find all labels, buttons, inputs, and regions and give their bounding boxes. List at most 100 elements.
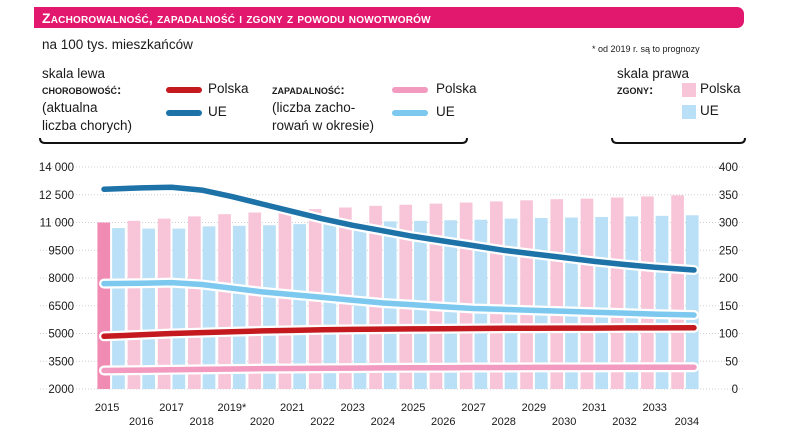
chorobowosc-ue-swatch bbox=[166, 110, 202, 116]
bar-zgony-polska bbox=[218, 214, 231, 389]
chorobowosc-legend-title: chorobowość: bbox=[42, 82, 122, 97]
bar-zgony-polska bbox=[610, 197, 624, 389]
x-tick-label: 2034 bbox=[675, 416, 699, 428]
title-bar bbox=[34, 7, 744, 28]
chorobowosc-polska-label: Polska bbox=[208, 81, 249, 96]
y-left-tick-label: 12 500 bbox=[39, 190, 74, 202]
right-scale-label: skala prawa bbox=[617, 66, 690, 81]
x-tick-label: 2026 bbox=[431, 416, 455, 428]
chorobowosc-legend-desc-1: (aktualna bbox=[42, 100, 98, 115]
forecast-note: * od 2019 r. są to prognozy bbox=[592, 44, 700, 54]
y-right-tick-label: 200 bbox=[719, 273, 738, 285]
x-tick-label: 2032 bbox=[612, 416, 636, 428]
x-tick-label: 2030 bbox=[552, 416, 576, 428]
bar-zgony-ue bbox=[293, 224, 306, 389]
bar-zgony-ue bbox=[655, 215, 669, 389]
x-tick-label: 2025 bbox=[401, 402, 425, 414]
bar-zgony-polska bbox=[278, 210, 292, 389]
bar-zgony-ue bbox=[142, 228, 155, 389]
y-left-tick-label: 9500 bbox=[48, 245, 74, 257]
bar-zgony-ue bbox=[323, 223, 337, 389]
bar-zgony-ue bbox=[202, 226, 216, 389]
x-tick-label: 2020 bbox=[250, 416, 274, 428]
y-right-tick-label: 0 bbox=[732, 384, 738, 396]
zapadalnosc-legend-desc-1: (liczba zacho- bbox=[272, 100, 356, 115]
bar-zgony-polska bbox=[127, 220, 141, 389]
x-tick-label: 2033 bbox=[642, 402, 666, 414]
bar-zgony-polska bbox=[671, 195, 684, 389]
line-series bbox=[99, 182, 699, 376]
y-right-tick-label: 350 bbox=[719, 190, 738, 202]
y-right-tick-label: 50 bbox=[725, 356, 738, 368]
zgony-legend-title: zgony: bbox=[617, 82, 654, 97]
x-tick-label: 2016 bbox=[129, 416, 153, 428]
bar-zgony-polska bbox=[399, 204, 413, 389]
bar-series bbox=[97, 195, 699, 389]
zgony-polska-label: Polska bbox=[700, 81, 741, 96]
y-right-tick-label: 300 bbox=[719, 218, 738, 230]
x-tick-label: 2019* bbox=[218, 402, 247, 414]
bar-zgony-ue bbox=[504, 218, 518, 389]
bar-zgony-polska bbox=[157, 218, 171, 389]
y-right-tick-label: 100 bbox=[719, 329, 738, 341]
left-scale-label: skala lewa bbox=[42, 66, 106, 81]
bar-zgony-polska bbox=[429, 203, 443, 389]
bar-zgony-ue bbox=[263, 225, 276, 389]
y-left-tick-label: 2000 bbox=[48, 384, 74, 396]
bar-zgony-polska bbox=[459, 202, 473, 389]
x-tick-label: 2028 bbox=[491, 416, 515, 428]
line-chorobowosc-polska bbox=[101, 325, 697, 340]
zapadalnosc-polska-label: Polska bbox=[436, 81, 477, 96]
bar-zgony-polska bbox=[490, 201, 503, 389]
zgony-ue-label: UE bbox=[700, 103, 719, 118]
y-axis-left: 2000 3500 5000 6500 8000 9500 11 000 12 500 14 0… bbox=[39, 162, 74, 396]
chorobowosc-legend-desc-2: liczba chorych) bbox=[42, 118, 133, 133]
zapadalnosc-ue-swatch bbox=[392, 110, 428, 116]
bar-zgony-ue bbox=[112, 228, 125, 389]
y-axis-right: 0 50 100 150 200 250 300 350 400 bbox=[719, 162, 738, 396]
zgony-polska-swatch bbox=[682, 83, 696, 97]
y-left-tick-label: 8000 bbox=[48, 273, 74, 285]
zapadalnosc-legend-title: zapadalność: bbox=[272, 82, 345, 97]
bar-zgony-polska bbox=[580, 198, 594, 389]
y-left-tick-label: 3500 bbox=[48, 356, 74, 368]
line-zapadalnosc-polska bbox=[101, 364, 697, 374]
bar-zgony-polska bbox=[248, 212, 262, 389]
x-axis: 2015 2017 2019* 2021 2023 2025 2027 2029 2031 203… bbox=[95, 402, 699, 428]
x-tick-label: 2031 bbox=[582, 402, 606, 414]
bar-zgony-polska bbox=[520, 200, 533, 389]
bar-zgony-ue bbox=[232, 225, 246, 389]
x-tick-label: 2027 bbox=[461, 402, 485, 414]
y-right-tick-label: 150 bbox=[719, 301, 738, 313]
x-tick-label: 2023 bbox=[340, 402, 364, 414]
bar-zgony-polska bbox=[550, 199, 564, 389]
bar-zgony-ue bbox=[534, 218, 548, 389]
zgony-ue-swatch bbox=[682, 105, 696, 119]
y-left-tick-label: 6500 bbox=[48, 301, 74, 313]
bar-zgony-polska bbox=[97, 222, 111, 389]
x-tick-label: 2024 bbox=[371, 416, 395, 428]
x-tick-label: 2021 bbox=[280, 402, 304, 414]
chorobowosc-ue-label: UE bbox=[208, 104, 227, 119]
x-tick-label: 2017 bbox=[159, 402, 183, 414]
legend-bracket-left bbox=[39, 137, 468, 144]
x-tick-label: 2022 bbox=[310, 416, 334, 428]
y-left-tick-label: 11 000 bbox=[40, 218, 74, 230]
legend-bracket-right bbox=[611, 137, 746, 144]
zapadalnosc-ue-label: UE bbox=[436, 104, 455, 119]
chorobowosc-polska-swatch bbox=[166, 87, 202, 93]
y-right-tick-label: 250 bbox=[719, 245, 738, 257]
bar-zgony-ue bbox=[625, 216, 639, 389]
line-zapadalnosc-ue bbox=[101, 279, 697, 318]
zapadalnosc-polska-swatch bbox=[392, 87, 428, 93]
y-right-tick-label: 400 bbox=[719, 162, 738, 174]
bar-zgony-polska bbox=[188, 216, 201, 389]
x-tick-label: 2029 bbox=[522, 402, 546, 414]
x-tick-label: 2015 bbox=[95, 402, 119, 414]
chart-subtitle: na 100 tys. mieszkańców bbox=[42, 37, 193, 52]
y-left-tick-label: 14 000 bbox=[39, 162, 74, 174]
y-left-tick-label: 5000 bbox=[48, 329, 74, 341]
zapadalnosc-legend-desc-2: rowań w okresie) bbox=[272, 118, 375, 133]
bar-zgony-ue bbox=[172, 228, 186, 389]
